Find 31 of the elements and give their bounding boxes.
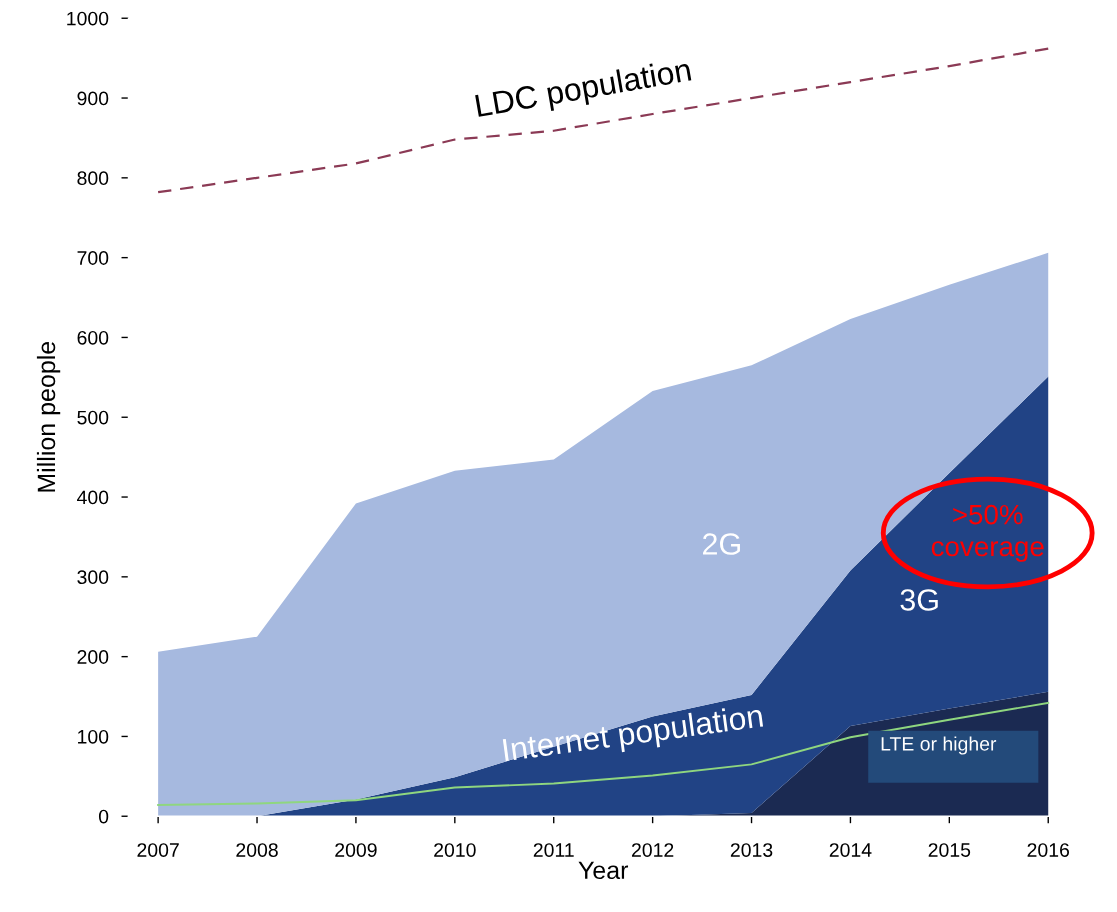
x-tick-label: 2015 [928,843,971,857]
y-tick-label: 800 [77,171,109,186]
x-tick-label: 2012 [631,843,674,857]
line-series [157,47,1050,194]
x-axis-title: Year [578,861,629,880]
y-tick-label: 300 [77,570,109,585]
line-series [157,701,1050,807]
series-label: LTE or higher [881,736,997,755]
x-tick-label: 2011 [533,843,574,857]
y-axis-title: Million people [36,341,61,492]
y-tick-label: 500 [77,410,109,425]
y-tick-label: 1000 [67,11,109,26]
y-tick-label: 600 [77,330,109,345]
series-label: 3G [900,589,938,611]
y-tick-label: 0 [98,809,109,824]
x-tick-label: 2007 [137,843,179,857]
y-tick-label: 400 [77,490,109,505]
y-tick-label: 900 [77,91,109,106]
annotation: >50% coverage [931,504,1044,562]
y-tick-label: 700 [77,251,109,265]
text: LDC population [474,57,693,124]
text: Internet population [502,703,764,768]
x-tick-label: 2016 [1027,843,1070,857]
x-tick-label: 2009 [335,843,377,857]
x-tick-label: 2013 [730,843,773,857]
y-tick-label: 100 [78,729,109,744]
x-tick-label: 2010 [434,843,476,857]
x-tick-label: 2014 [829,843,872,857]
y-tick-label: 200 [77,650,109,664]
series-label: 2G [703,533,740,555]
x-tick-label: 2008 [236,843,278,857]
